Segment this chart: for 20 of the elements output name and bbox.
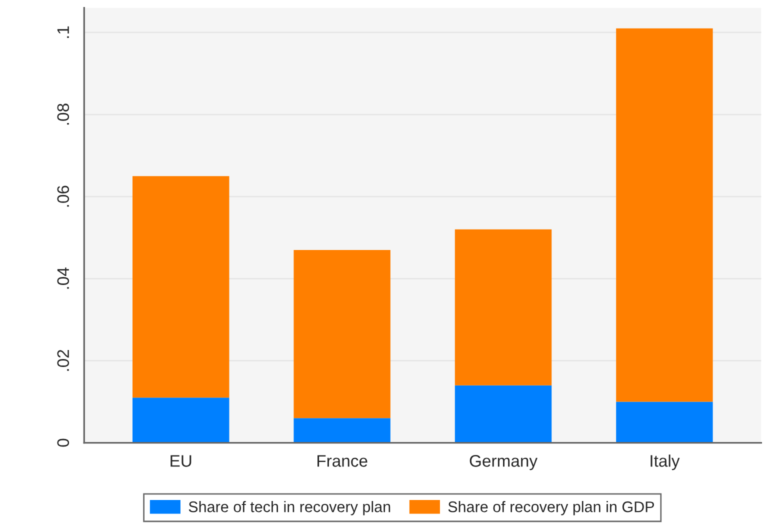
bar [294, 250, 390, 418]
bar [132, 398, 230, 443]
bar [616, 402, 713, 443]
y-tick-label: .04 [57, 268, 70, 289]
bar [454, 229, 552, 386]
bar [294, 418, 390, 443]
x-tick-label: EU [170, 455, 192, 467]
y-tick-label: .08 [57, 104, 70, 125]
legend-label: Share of tech in recovery plan [188, 501, 390, 516]
legend-label: Share of recovery plan in GDP [448, 501, 654, 516]
x-tick-label: Italy [650, 454, 680, 470]
y-tick-label: .02 [57, 350, 70, 371]
bar [616, 28, 713, 402]
bar [454, 385, 552, 443]
y-tick-label: .06 [57, 186, 70, 207]
x-tick-label: France [318, 455, 368, 467]
y-tick-label: .1 [57, 26, 69, 38]
x-tick-label: Germany [470, 455, 538, 470]
bar [132, 176, 230, 398]
y-tick-label: 0 [57, 438, 70, 447]
